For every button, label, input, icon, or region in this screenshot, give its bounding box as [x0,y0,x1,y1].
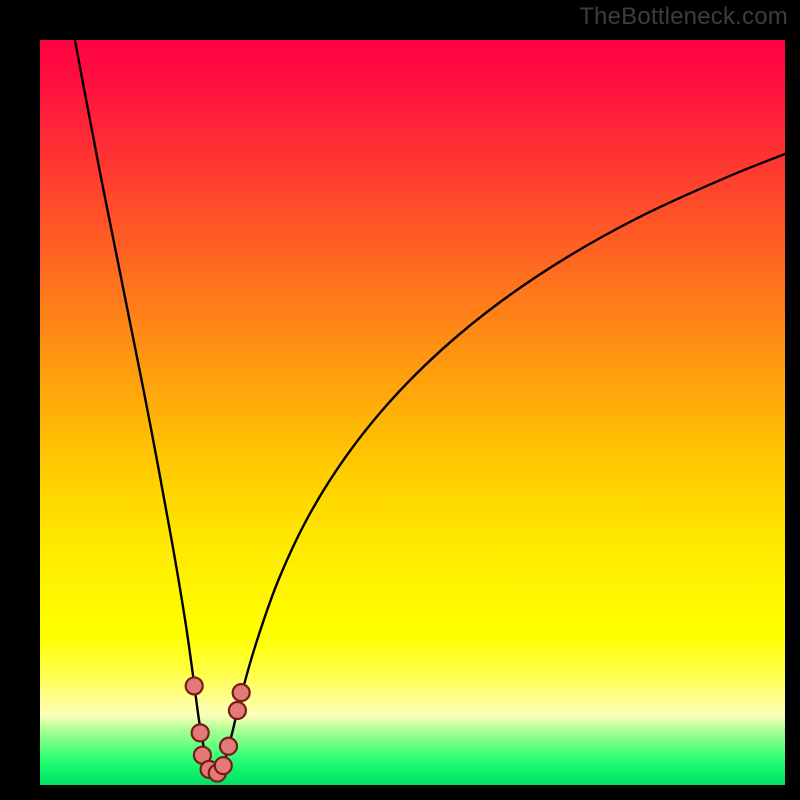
curve-marker [186,677,203,694]
chart-stage: TheBottleneck.com [0,0,800,800]
curve-marker [233,684,250,701]
bottleneck-curve-chart [0,0,800,800]
plot-gradient-background [40,40,785,785]
watermark-text: TheBottleneck.com [579,3,788,31]
curve-marker [229,702,246,719]
curve-marker [220,738,237,755]
curve-marker [215,757,232,774]
curve-marker [192,724,209,741]
